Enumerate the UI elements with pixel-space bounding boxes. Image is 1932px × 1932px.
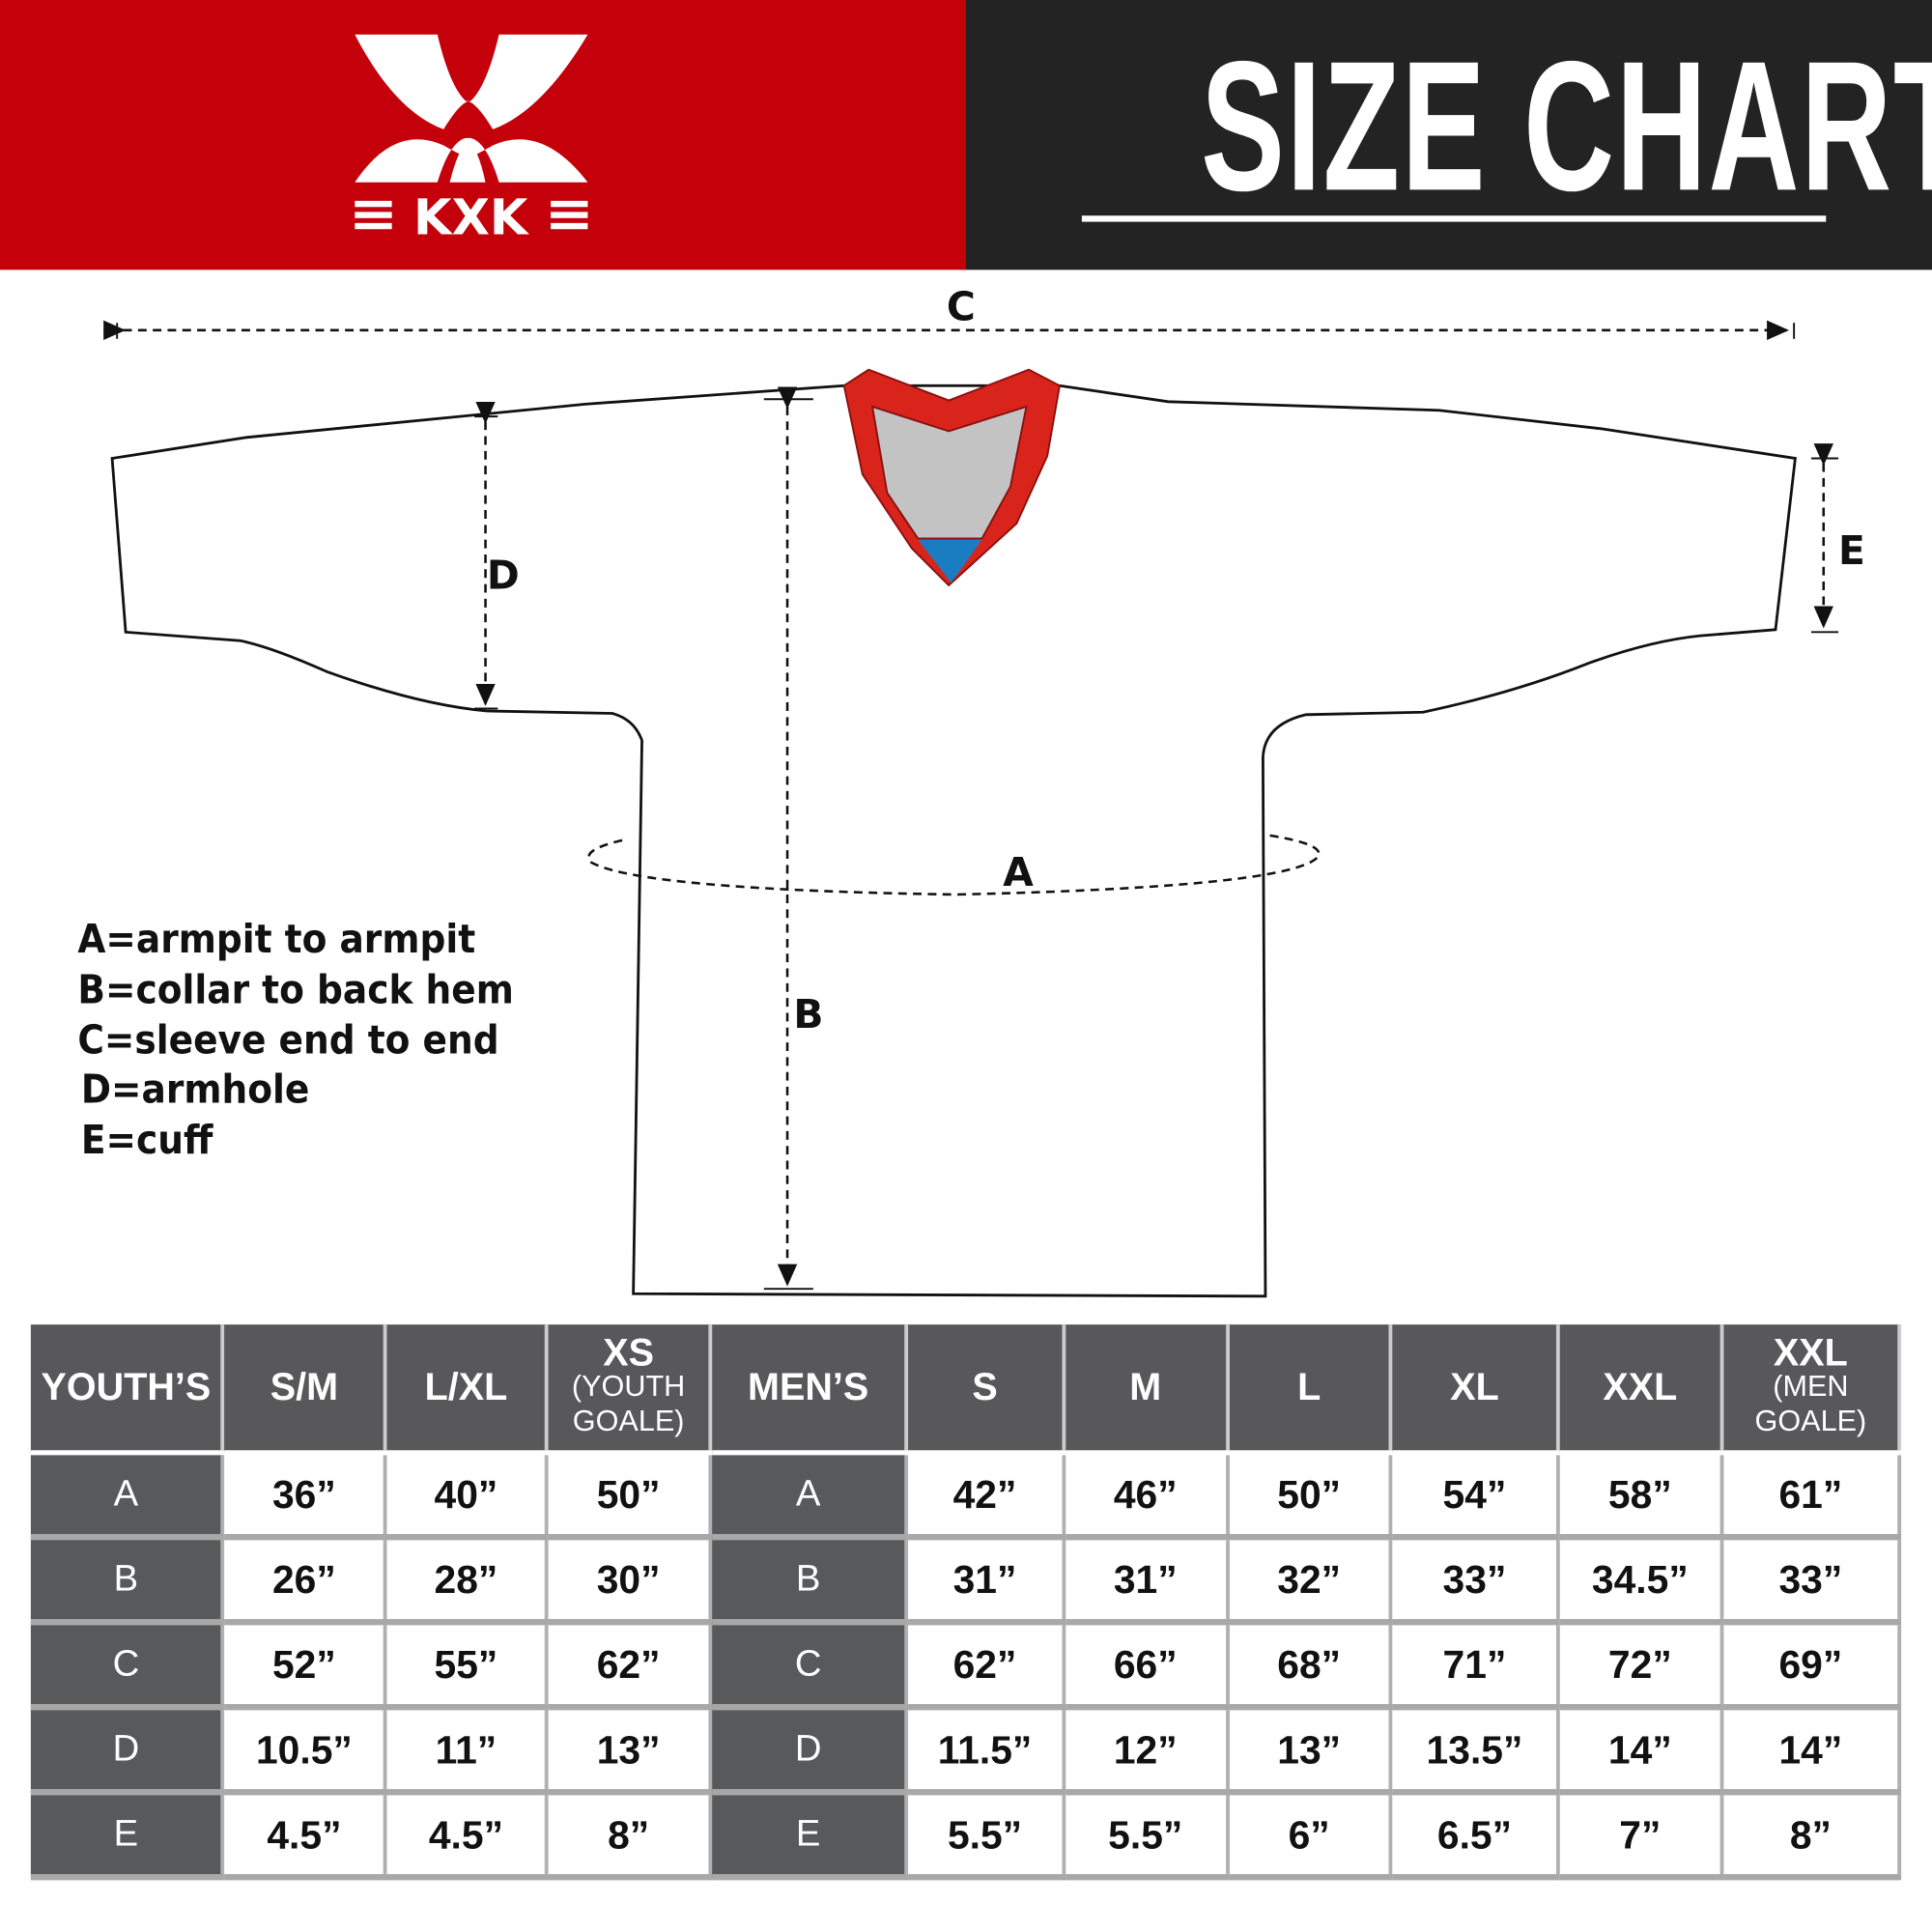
label-e: E: [1838, 527, 1865, 574]
row-label: A: [710, 1452, 908, 1541]
table-cell: 6.5”: [1390, 1792, 1561, 1881]
table-cell: 50”: [546, 1452, 713, 1541]
table-cell: 42”: [905, 1452, 1065, 1541]
table-cell: 31”: [1064, 1537, 1230, 1626]
size-header: XL: [1390, 1324, 1561, 1456]
table-cell: 11.5”: [905, 1707, 1065, 1796]
legend-item: C=sleeve end to end: [77, 1015, 499, 1064]
table-cell: 5.5”: [1064, 1792, 1230, 1881]
table-cell: 71”: [1390, 1622, 1561, 1711]
table-cell: 62”: [905, 1622, 1065, 1711]
logo-wordmark: KXK: [413, 189, 530, 246]
row-label: B: [710, 1537, 908, 1626]
table-cell: 61”: [1721, 1452, 1902, 1541]
row-label: D: [710, 1707, 908, 1796]
row-label: C: [710, 1622, 908, 1711]
table-cell: 46”: [1064, 1452, 1230, 1541]
row-label: D: [30, 1707, 225, 1796]
table-row: C 52” 55” 62” C 62” 66” 68” 71” 72” 69”: [30, 1622, 1902, 1711]
table-cell: 8”: [1721, 1792, 1902, 1881]
collar: [842, 368, 1062, 587]
kxk-logo: KXK: [355, 34, 588, 246]
measurement-legend: A=armpit to armpit B=collar to back hem …: [77, 914, 513, 1165]
legend-item: E=cuff: [80, 1116, 213, 1164]
table-cell: 12”: [1064, 1707, 1230, 1796]
table-cell: 55”: [384, 1622, 549, 1711]
title-underline: [1081, 215, 1827, 222]
table-cell: 4.5”: [222, 1792, 387, 1881]
jersey-outline: [110, 384, 1797, 1298]
size-header: XXL (MEN GOALE): [1721, 1324, 1902, 1456]
table-cell: 69”: [1721, 1622, 1902, 1711]
header-title-panel: [965, 0, 1932, 270]
size-header: L/XL: [384, 1324, 549, 1456]
table-cell: 54”: [1390, 1452, 1561, 1541]
row-label: E: [710, 1792, 908, 1881]
legend-item: D=armhole: [80, 1065, 310, 1114]
table-cell: 31”: [905, 1537, 1065, 1626]
table-cell: 14”: [1721, 1707, 1902, 1796]
size-table: YOUTH’S S/M L/XL XS (YOUTH GOALE) MEN’S S…: [30, 1324, 1902, 1881]
table-cell: 13”: [546, 1707, 713, 1796]
table-cell: 62”: [546, 1622, 713, 1711]
table-row: E 4.5” 4.5” 8” E 5.5” 5.5” 6” 6.5” 7” 8”: [30, 1792, 1902, 1881]
youth-header: YOUTH’S: [30, 1324, 225, 1456]
size-header: XXL: [1558, 1324, 1724, 1456]
table-row: D 10.5” 11” 13” D 11.5” 12” 13” 13.5” 14” 14”: [30, 1707, 1902, 1796]
legend-item: A=armpit to armpit: [77, 915, 476, 963]
table-cell: 33”: [1721, 1537, 1902, 1626]
table-cell: 68”: [1227, 1622, 1393, 1711]
table-row: A 36” 40” 50” A 42” 46” 50” 54” 58” 61”: [30, 1452, 1902, 1541]
row-label: A: [30, 1452, 225, 1541]
table-cell: 36”: [222, 1452, 387, 1541]
table-cell: 4.5”: [384, 1792, 549, 1881]
table-cell: 7”: [1558, 1792, 1724, 1881]
jersey-diagram: C D B E A: [103, 284, 1865, 1298]
table-header-row: YOUTH’S S/M L/XL XS (YOUTH GOALE) MEN’S S…: [30, 1324, 1902, 1456]
table-cell: 66”: [1064, 1622, 1230, 1711]
table-cell: 33”: [1390, 1537, 1561, 1626]
table-cell: 32”: [1227, 1537, 1393, 1626]
table-cell: 26”: [222, 1537, 387, 1626]
row-label: E: [30, 1792, 225, 1881]
table-cell: 40”: [384, 1452, 549, 1541]
label-a: A: [1003, 849, 1034, 895]
row-label: B: [30, 1537, 225, 1626]
table-cell: 8”: [546, 1792, 713, 1881]
table-cell: 50”: [1227, 1452, 1393, 1541]
row-label: C: [30, 1622, 225, 1711]
table-row: B 26” 28” 30” B 31” 31” 32” 33” 34.5” 33”: [30, 1537, 1902, 1626]
label-c: C: [947, 284, 976, 330]
table-cell: 13”: [1227, 1707, 1393, 1796]
table-cell: 11”: [384, 1707, 549, 1796]
men-header: MEN’S: [710, 1324, 908, 1456]
table-cell: 30”: [546, 1537, 713, 1626]
table-cell: 5.5”: [905, 1792, 1065, 1881]
table-cell: 6”: [1227, 1792, 1393, 1881]
table-cell: 13.5”: [1390, 1707, 1561, 1796]
table-cell: 72”: [1558, 1622, 1724, 1711]
size-header: XS (YOUTH GOALE): [546, 1324, 713, 1456]
label-b: B: [793, 991, 823, 1037]
table-cell: 14”: [1558, 1707, 1724, 1796]
size-header: S: [905, 1324, 1065, 1456]
table-cell: 52”: [222, 1622, 387, 1711]
size-header: M: [1064, 1324, 1230, 1456]
size-header: L: [1227, 1324, 1393, 1456]
table-cell: 58”: [1558, 1452, 1724, 1541]
label-d: D: [487, 553, 520, 599]
table-cell: 10.5”: [222, 1707, 387, 1796]
table-cell: 34.5”: [1558, 1537, 1724, 1626]
table-cell: 28”: [384, 1537, 549, 1626]
size-header: S/M: [222, 1324, 387, 1456]
dimension-a-ellipse: [587, 834, 1321, 896]
legend-item: B=collar to back hem: [77, 965, 514, 1013]
header-brand-panel: KXK: [0, 0, 966, 270]
